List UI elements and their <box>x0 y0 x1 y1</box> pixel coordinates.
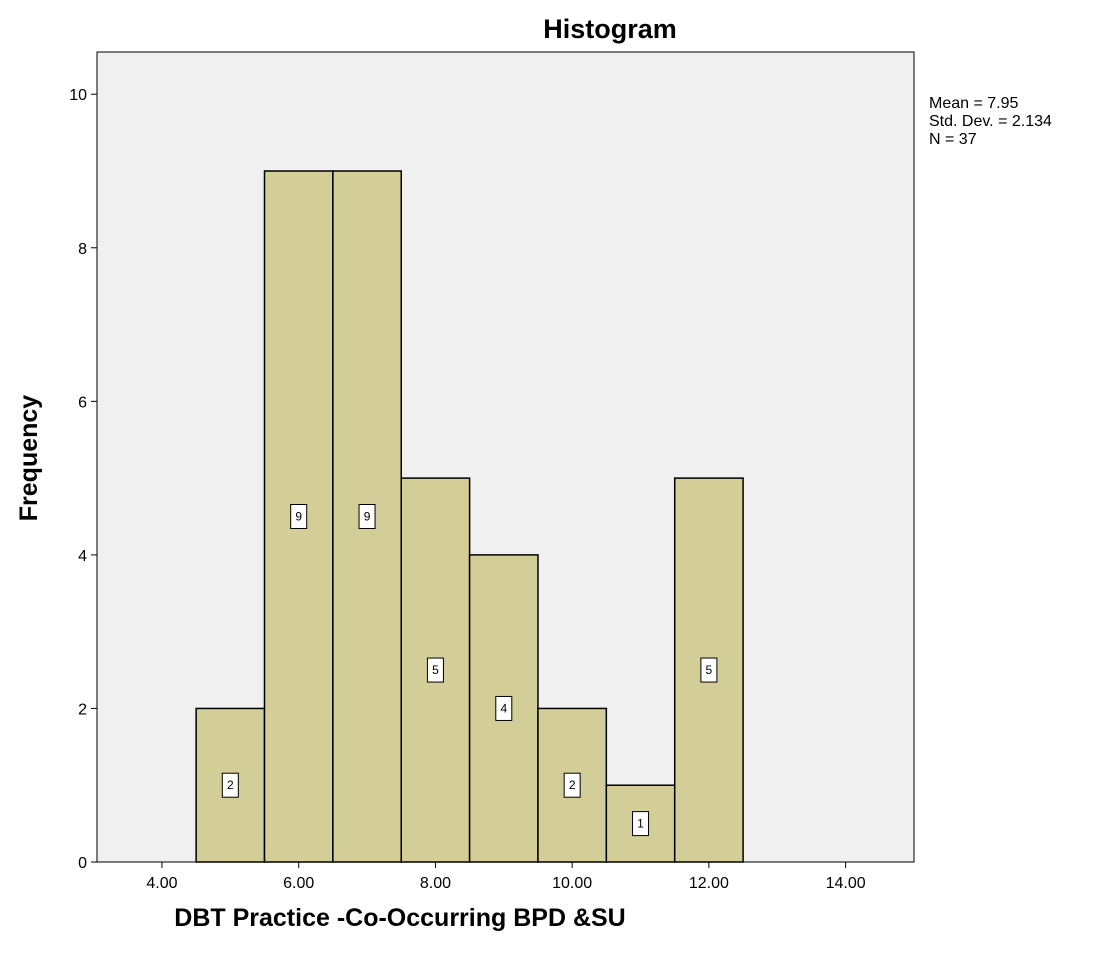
y-tick-label: 8 <box>78 241 87 258</box>
x-tick-label: 12.00 <box>689 875 729 892</box>
bar-value-label: 5 <box>706 663 713 677</box>
x-tick-label: 8.00 <box>420 875 451 892</box>
bar-value-label-box <box>563 772 581 798</box>
bar-value-label-box <box>290 504 308 530</box>
bar-value-label: 5 <box>432 663 439 677</box>
stat-line: N = 37 <box>929 131 977 148</box>
bar-value-label-box <box>632 811 650 837</box>
x-axis-label: DBT Practice -Co-Occurring BPD &SU <box>174 904 625 932</box>
stat-line: Std. Dev. = 2.134 <box>929 113 1052 130</box>
bar-value-label: 1 <box>637 817 644 831</box>
y-tick-label: 0 <box>78 855 87 872</box>
bar-value-label-box <box>221 772 239 798</box>
bar-value-label-box <box>358 504 376 530</box>
bar-labels-layer: 2 9 9 5 4 2 1 5 <box>221 504 718 837</box>
chart-title: Histogram <box>543 14 677 44</box>
bar-value-label: 2 <box>227 778 234 792</box>
y-tick-label: 2 <box>78 701 87 718</box>
bar-value-label-box <box>426 657 444 683</box>
x-tick-label: 10.00 <box>552 875 592 892</box>
stat-line: Mean = 7.95 <box>929 95 1019 112</box>
bar-value-label-box <box>700 657 718 683</box>
y-axis: 0 2 4 6 8 10 <box>69 87 97 872</box>
bar-value-label: 2 <box>569 778 576 792</box>
bar-value-label: 4 <box>500 701 507 715</box>
bar-value-label: 9 <box>295 510 302 524</box>
x-tick-label: 14.00 <box>826 875 866 892</box>
bar-value-label-box <box>495 695 513 721</box>
x-tick-label: 4.00 <box>146 875 177 892</box>
y-tick-label: 4 <box>78 548 87 565</box>
x-tick-label: 6.00 <box>283 875 314 892</box>
bar-value-label: 9 <box>364 510 371 524</box>
x-axis: 4.00 6.00 8.00 10.00 12.00 14.00 <box>146 862 866 892</box>
y-tick-label: 6 <box>78 394 87 411</box>
histogram-bar <box>605 784 676 863</box>
y-tick-label: 10 <box>69 87 87 104</box>
y-axis-label: Frequency <box>15 395 43 522</box>
